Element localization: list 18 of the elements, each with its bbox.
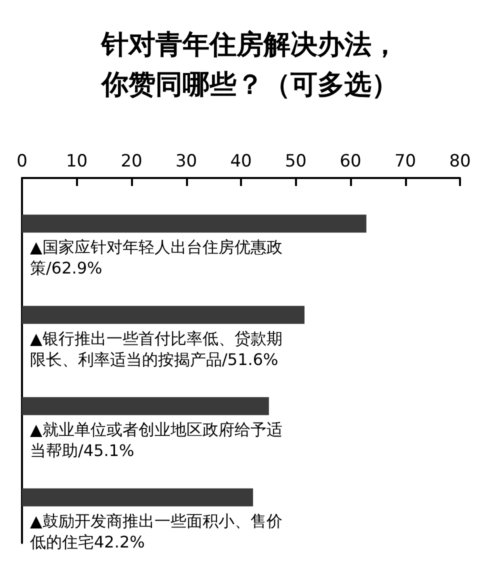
chart-title: 针对青年住房解决办法，你赞同哪些？（可多选） xyxy=(100,30,398,100)
bar xyxy=(22,306,305,324)
category-label: ▲国家应针对年轻人出台住房优惠政策/62.9% xyxy=(30,238,282,278)
x-tick-label: 30 xyxy=(175,152,198,172)
category-label: ▲银行推出一些首付比率低、贷款期限长、利率适当的按揭产品/51.6% xyxy=(30,328,282,369)
category-label: ▲就业单位或者创业地区政府给予适当帮助/45.1% xyxy=(30,420,282,460)
x-tick-label: 70 xyxy=(394,152,416,172)
x-tick-label: 0 xyxy=(16,152,28,172)
bar xyxy=(22,214,366,233)
category-label: ▲鼓励开发商推出一些面积小、售价低的住宅42.2% xyxy=(30,511,282,552)
x-tick-label: 50 xyxy=(284,152,307,172)
x-tick-label: 80 xyxy=(449,152,471,172)
x-tick-label: 60 xyxy=(340,152,362,172)
x-tick-label: 20 xyxy=(120,152,142,172)
bar xyxy=(22,397,269,416)
bar xyxy=(22,488,254,506)
x-tick-label: 10 xyxy=(66,152,88,172)
x-tick-label: 40 xyxy=(230,152,252,172)
